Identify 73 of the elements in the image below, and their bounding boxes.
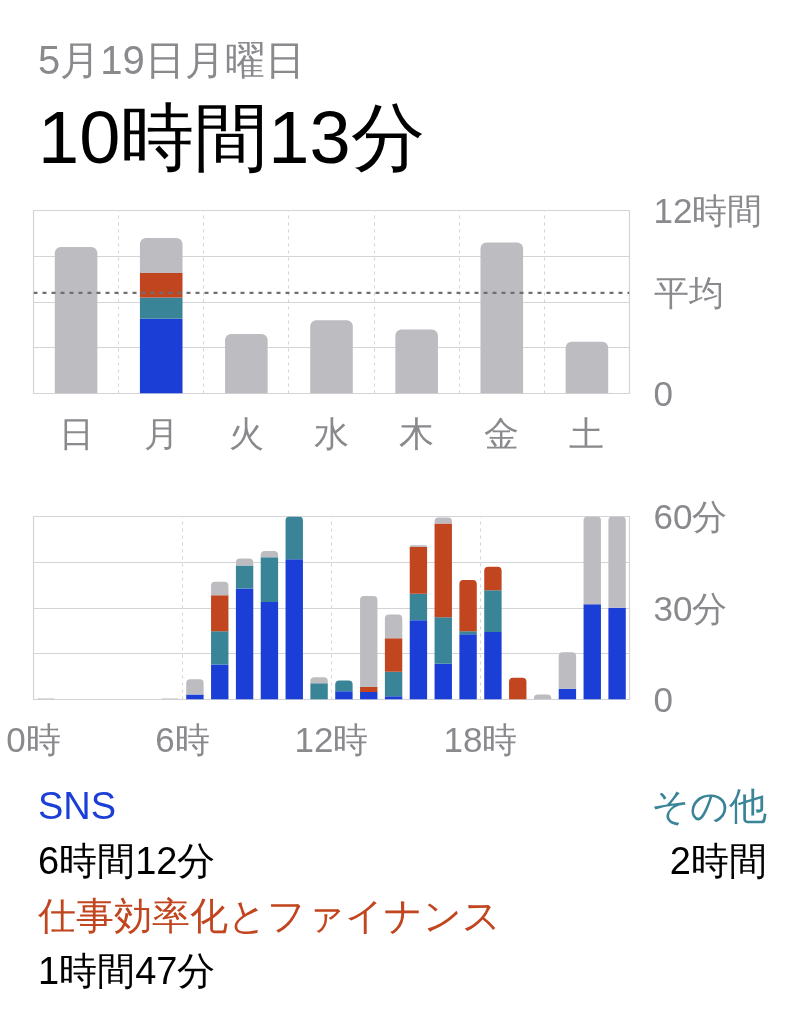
bar xyxy=(484,590,502,633)
bar xyxy=(459,634,477,700)
y-tick-label: 60分 xyxy=(653,497,728,536)
bar xyxy=(409,547,428,594)
bar xyxy=(360,686,378,692)
bar xyxy=(310,683,328,700)
bar xyxy=(509,677,527,700)
bar xyxy=(480,242,524,394)
x-tick-label: 木 xyxy=(399,413,435,453)
bar xyxy=(484,632,502,700)
x-tick-label: 18時 xyxy=(443,719,518,759)
bar xyxy=(310,320,353,394)
bar xyxy=(434,617,452,664)
bar xyxy=(54,247,98,394)
bar xyxy=(395,329,438,394)
bar xyxy=(285,516,303,560)
bar xyxy=(384,614,403,639)
x-tick-label: 土 xyxy=(569,413,605,453)
bar xyxy=(565,341,609,394)
y-tick-label: 0 xyxy=(653,680,673,719)
x-tick-label: 日 xyxy=(58,413,94,453)
bar xyxy=(608,607,626,700)
bar xyxy=(360,596,378,687)
bar xyxy=(211,595,229,632)
bar xyxy=(285,559,303,700)
bar xyxy=(335,691,353,700)
bar xyxy=(583,604,601,700)
chart-title: 5月19日月曜日 xyxy=(38,37,306,84)
bar xyxy=(459,579,477,632)
chart-subtitle: 10時間13分 xyxy=(38,96,425,180)
bar xyxy=(434,663,452,700)
bar xyxy=(384,638,403,672)
bar xyxy=(434,523,452,618)
y-tick-label: 30分 xyxy=(653,588,728,628)
bar xyxy=(335,680,353,692)
x-tick-label: 金 xyxy=(484,413,520,453)
text: 仕事効率化とファイナンス xyxy=(38,894,501,939)
bar xyxy=(235,565,254,589)
bar xyxy=(211,631,229,665)
y-tick-label: 12時間 xyxy=(653,191,763,230)
text: 1時間47分 xyxy=(38,949,217,994)
bar xyxy=(558,652,577,689)
bar xyxy=(558,688,577,700)
bar xyxy=(225,334,268,394)
x-tick-label: 水 xyxy=(314,413,349,453)
text: 6時間12分 xyxy=(38,839,217,884)
x-tick-label: 6時 xyxy=(155,719,210,759)
bar xyxy=(139,297,183,319)
bar xyxy=(260,601,279,700)
bar xyxy=(211,581,229,596)
bar xyxy=(186,679,204,695)
x-tick-label: 火 xyxy=(228,413,264,453)
x-tick-label: 0時 xyxy=(6,719,61,759)
bar xyxy=(139,318,183,394)
bar xyxy=(409,620,428,700)
text: 2時間 xyxy=(668,839,767,884)
bar xyxy=(484,566,502,591)
bar xyxy=(260,557,279,602)
text: SNS xyxy=(38,784,118,829)
bar xyxy=(608,516,626,608)
bar xyxy=(384,671,403,697)
x-tick-label: 12時 xyxy=(294,719,369,759)
bar xyxy=(235,588,254,700)
bar xyxy=(139,273,183,298)
y-tick-label: 0 xyxy=(653,374,673,413)
bar xyxy=(139,237,183,274)
bar xyxy=(583,516,601,605)
ref-line-label: 平均 xyxy=(653,273,724,313)
bar xyxy=(459,631,477,635)
text: その他 xyxy=(650,784,767,829)
bar xyxy=(211,664,229,700)
bar xyxy=(409,593,428,621)
x-tick-label: 月 xyxy=(143,413,179,453)
